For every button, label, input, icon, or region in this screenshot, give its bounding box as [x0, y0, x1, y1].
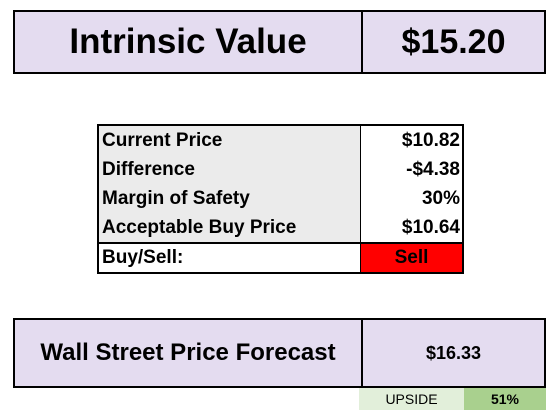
margin-of-safety-label: Margin of Safety [99, 184, 361, 213]
metric-row-current-price: Current Price $10.82 [99, 126, 462, 155]
acceptable-buy-price-label: Acceptable Buy Price [99, 213, 361, 242]
wall-street-forecast-value: $16.33 [425, 342, 482, 363]
upside-label: UPSIDE [359, 388, 464, 410]
metric-row-difference: Difference -$4.38 [99, 155, 462, 184]
intrinsic-value-label: Intrinsic Value [15, 12, 363, 72]
buy-sell-label: Buy/Sell: [99, 244, 361, 272]
difference-label: Difference [99, 155, 361, 184]
metric-row-buy-sell: Buy/Sell: Sell [99, 242, 462, 272]
valuation-metrics-table: Current Price $10.82 Difference -$4.38 M… [97, 124, 464, 274]
intrinsic-value-amount: $15.20 [401, 22, 506, 61]
difference-value: -$4.38 [406, 158, 460, 180]
margin-of-safety-value: 30% [421, 187, 460, 209]
intrinsic-value-box: Intrinsic Value $15.20 [13, 10, 546, 74]
wall-street-forecast-label: Wall Street Price Forecast [15, 320, 363, 386]
upside-value: 51% [464, 388, 546, 410]
current-price-value: $10.82 [401, 129, 460, 151]
upside-strip: UPSIDE 51% [359, 388, 546, 410]
buy-sell-signal: Sell [361, 244, 462, 272]
wall-street-forecast-box: Wall Street Price Forecast $16.33 [13, 318, 546, 388]
current-price-label: Current Price [99, 126, 361, 155]
metric-row-acceptable-buy-price: Acceptable Buy Price $10.64 [99, 213, 462, 242]
metric-row-margin-of-safety: Margin of Safety 30% [99, 184, 462, 213]
acceptable-buy-price-value: $10.64 [401, 216, 460, 238]
